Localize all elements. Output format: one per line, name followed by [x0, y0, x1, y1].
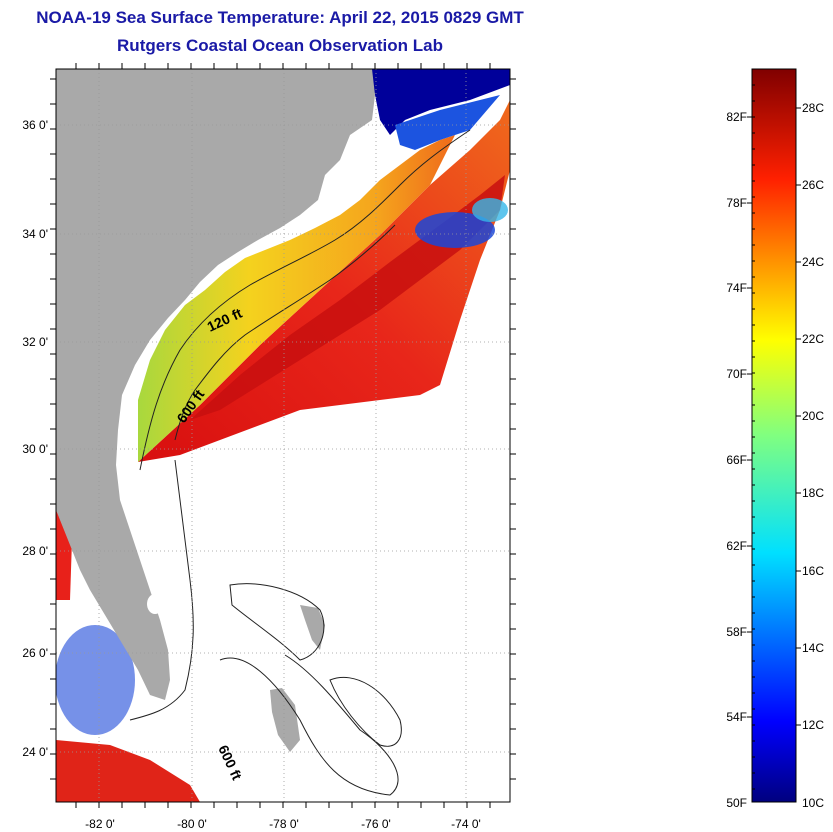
gulf-stream-warm-water	[138, 100, 510, 462]
lon-label-74: -74 0'	[451, 817, 481, 831]
lat-label-30: 30 0'	[22, 442, 48, 456]
lon-label-82: -82 0'	[85, 817, 115, 831]
land-abaco	[300, 605, 325, 650]
colorbar-c-14: 14C	[802, 641, 824, 655]
colorbar-c-10: 10C	[802, 796, 824, 810]
contour-florida-shelf	[129, 459, 194, 721]
contour-bahamas-bank	[229, 583, 325, 661]
colorbar-f-70: 70F	[726, 367, 747, 381]
lat-label-26: 26 0'	[22, 646, 48, 660]
colorbar-c-24: 24C	[802, 255, 824, 269]
axis-ticks	[50, 63, 516, 808]
colorbar-f-78: 78F	[726, 196, 747, 210]
colorbar-c-16: 16C	[802, 564, 824, 578]
contour-120ft	[139, 129, 471, 471]
colorbar-f-74: 74F	[726, 281, 747, 295]
cool-patch-east	[415, 212, 495, 248]
colorbar-c-26: 26C	[802, 178, 824, 192]
colorbar-f-50: 50F	[726, 796, 747, 810]
lat-label-34: 34 0'	[22, 227, 48, 241]
colorbar-c-18: 18C	[802, 486, 824, 500]
map-subtitle: Rutgers Coastal Ocean Observation Lab	[117, 36, 443, 55]
lon-label-78: -78 0'	[269, 817, 299, 831]
lon-label-80: -80 0'	[177, 817, 207, 831]
map-layers	[56, 69, 510, 802]
lat-label-24: 24 0'	[22, 745, 48, 759]
lon-label-76: -76 0'	[361, 817, 391, 831]
colorbar-c-28: 28C	[802, 101, 824, 115]
cuba-warm-water	[56, 740, 200, 802]
colorbar-f-82: 82F	[726, 110, 747, 124]
colorbar-f-66: 66F	[726, 453, 747, 467]
lake-okeechobee	[147, 594, 163, 614]
colorbar-f-54: 54F	[726, 710, 747, 724]
lat-label-28: 28 0'	[22, 544, 48, 558]
map-title: NOAA-19 Sea Surface Temperature: April 2…	[36, 8, 524, 27]
land-andros	[270, 688, 300, 752]
lat-label-32: 32 0'	[22, 335, 48, 349]
shelf-water	[138, 135, 455, 462]
cool-patch-east-2	[472, 198, 508, 222]
contour-bahamas-east	[329, 676, 402, 747]
colorbar-c-22: 22C	[802, 332, 824, 346]
colorbar	[751, 68, 797, 803]
contour-bahamas-south	[219, 654, 399, 796]
cool-patch-sw	[56, 625, 135, 735]
colorbar-c-12: 12C	[802, 718, 824, 732]
colorbar-f-62: 62F	[726, 539, 747, 553]
colorbar-ticks	[747, 68, 801, 790]
colorbar-c-20: 20C	[802, 409, 824, 423]
colorbar-f-58: 58F	[726, 625, 747, 639]
cool-water-patch	[395, 95, 500, 150]
contour-600ft	[174, 224, 396, 441]
cold-water-north	[370, 69, 510, 135]
land-mass-us	[56, 69, 375, 700]
lat-label-36: 36 0'	[22, 118, 48, 132]
